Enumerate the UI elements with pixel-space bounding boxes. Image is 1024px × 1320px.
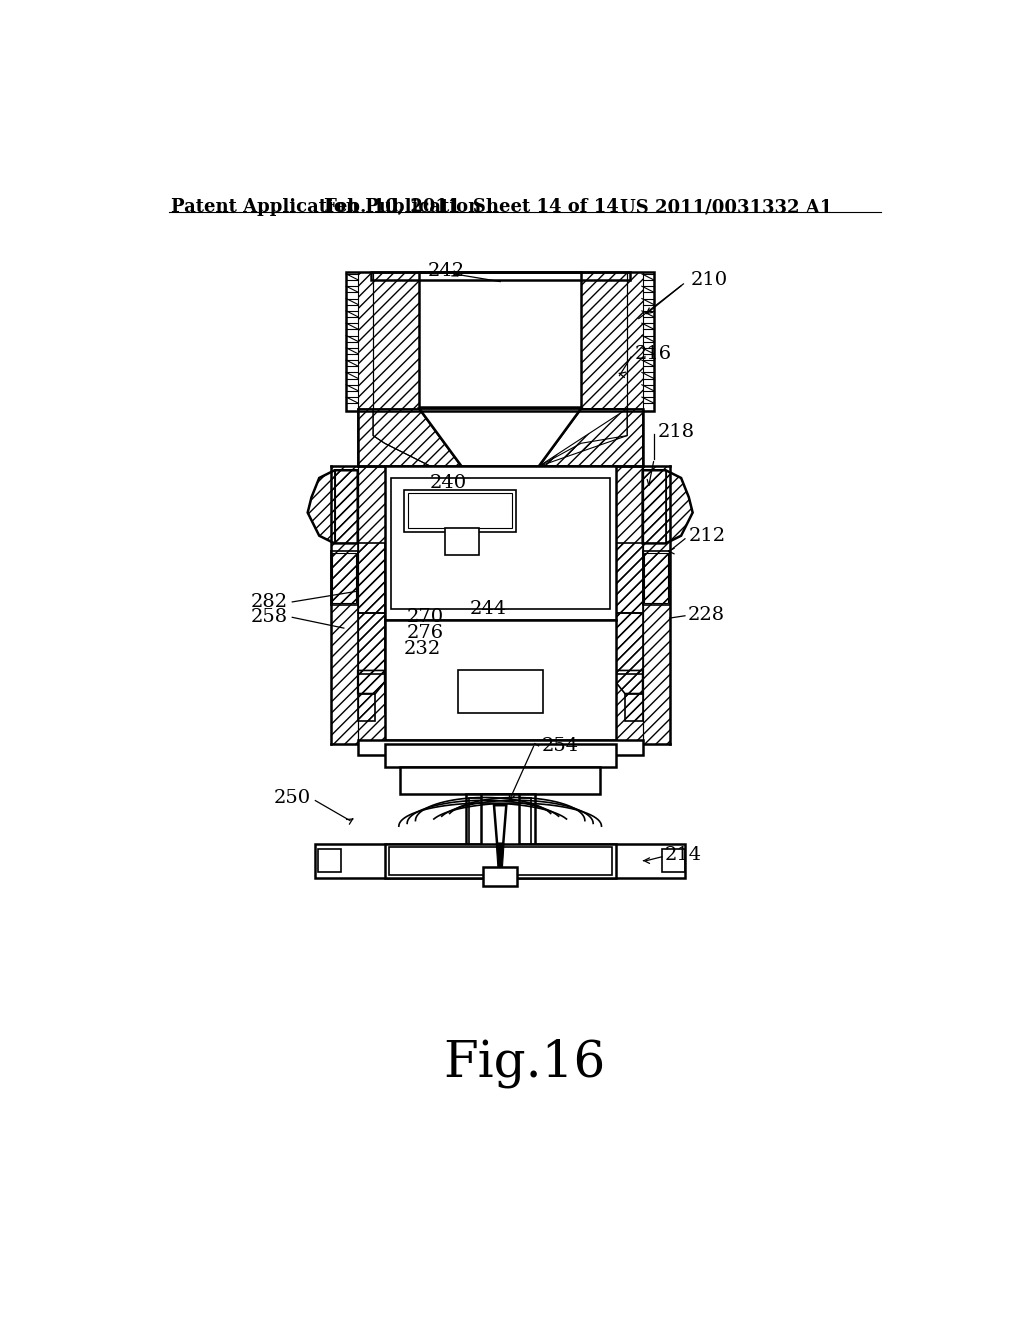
- Bar: [469, 797, 531, 855]
- Bar: [615, 612, 643, 675]
- Text: 210: 210: [691, 271, 728, 289]
- Text: 240: 240: [429, 474, 467, 492]
- Bar: [317, 849, 341, 873]
- Bar: [385, 466, 615, 620]
- Bar: [388, 847, 611, 875]
- Bar: [408, 494, 512, 528]
- Polygon shape: [419, 409, 581, 466]
- Text: 214: 214: [665, 846, 702, 865]
- Bar: [385, 743, 615, 767]
- Bar: [357, 466, 643, 743]
- Bar: [644, 553, 668, 603]
- Bar: [615, 544, 643, 612]
- Polygon shape: [315, 843, 685, 878]
- Bar: [357, 612, 385, 675]
- Bar: [403, 490, 515, 532]
- Polygon shape: [494, 805, 506, 843]
- Text: 242: 242: [428, 261, 465, 280]
- Text: 228: 228: [688, 606, 725, 624]
- Bar: [643, 552, 670, 605]
- Text: 276: 276: [407, 624, 443, 643]
- Bar: [458, 671, 543, 713]
- Text: 216: 216: [635, 345, 672, 363]
- Text: 270: 270: [407, 609, 443, 626]
- Text: 244: 244: [469, 599, 507, 618]
- Polygon shape: [497, 843, 504, 867]
- Text: 258: 258: [251, 609, 288, 626]
- Bar: [357, 739, 643, 755]
- Bar: [391, 478, 609, 609]
- Bar: [346, 272, 654, 411]
- Text: 232: 232: [403, 640, 441, 657]
- Bar: [400, 767, 600, 793]
- Text: US 2011/0031332 A1: US 2011/0031332 A1: [621, 198, 833, 216]
- Bar: [419, 272, 581, 407]
- Bar: [333, 553, 356, 603]
- Text: 282: 282: [251, 593, 288, 611]
- Bar: [662, 849, 685, 873]
- Bar: [371, 272, 630, 280]
- Bar: [357, 544, 385, 612]
- Bar: [385, 620, 615, 739]
- Bar: [444, 528, 478, 554]
- Text: Feb. 10, 2011  Sheet 14 of 14: Feb. 10, 2011 Sheet 14 of 14: [324, 198, 618, 216]
- Bar: [331, 552, 357, 605]
- Text: Patent Application Publication: Patent Application Publication: [171, 198, 481, 216]
- Bar: [481, 793, 519, 871]
- Text: 218: 218: [658, 422, 695, 441]
- Text: 212: 212: [689, 527, 726, 545]
- Bar: [466, 793, 535, 859]
- Bar: [385, 843, 615, 878]
- Text: 254: 254: [542, 737, 579, 755]
- Text: Fig.16: Fig.16: [443, 1039, 606, 1088]
- Text: 250: 250: [273, 789, 310, 808]
- Bar: [483, 867, 517, 886]
